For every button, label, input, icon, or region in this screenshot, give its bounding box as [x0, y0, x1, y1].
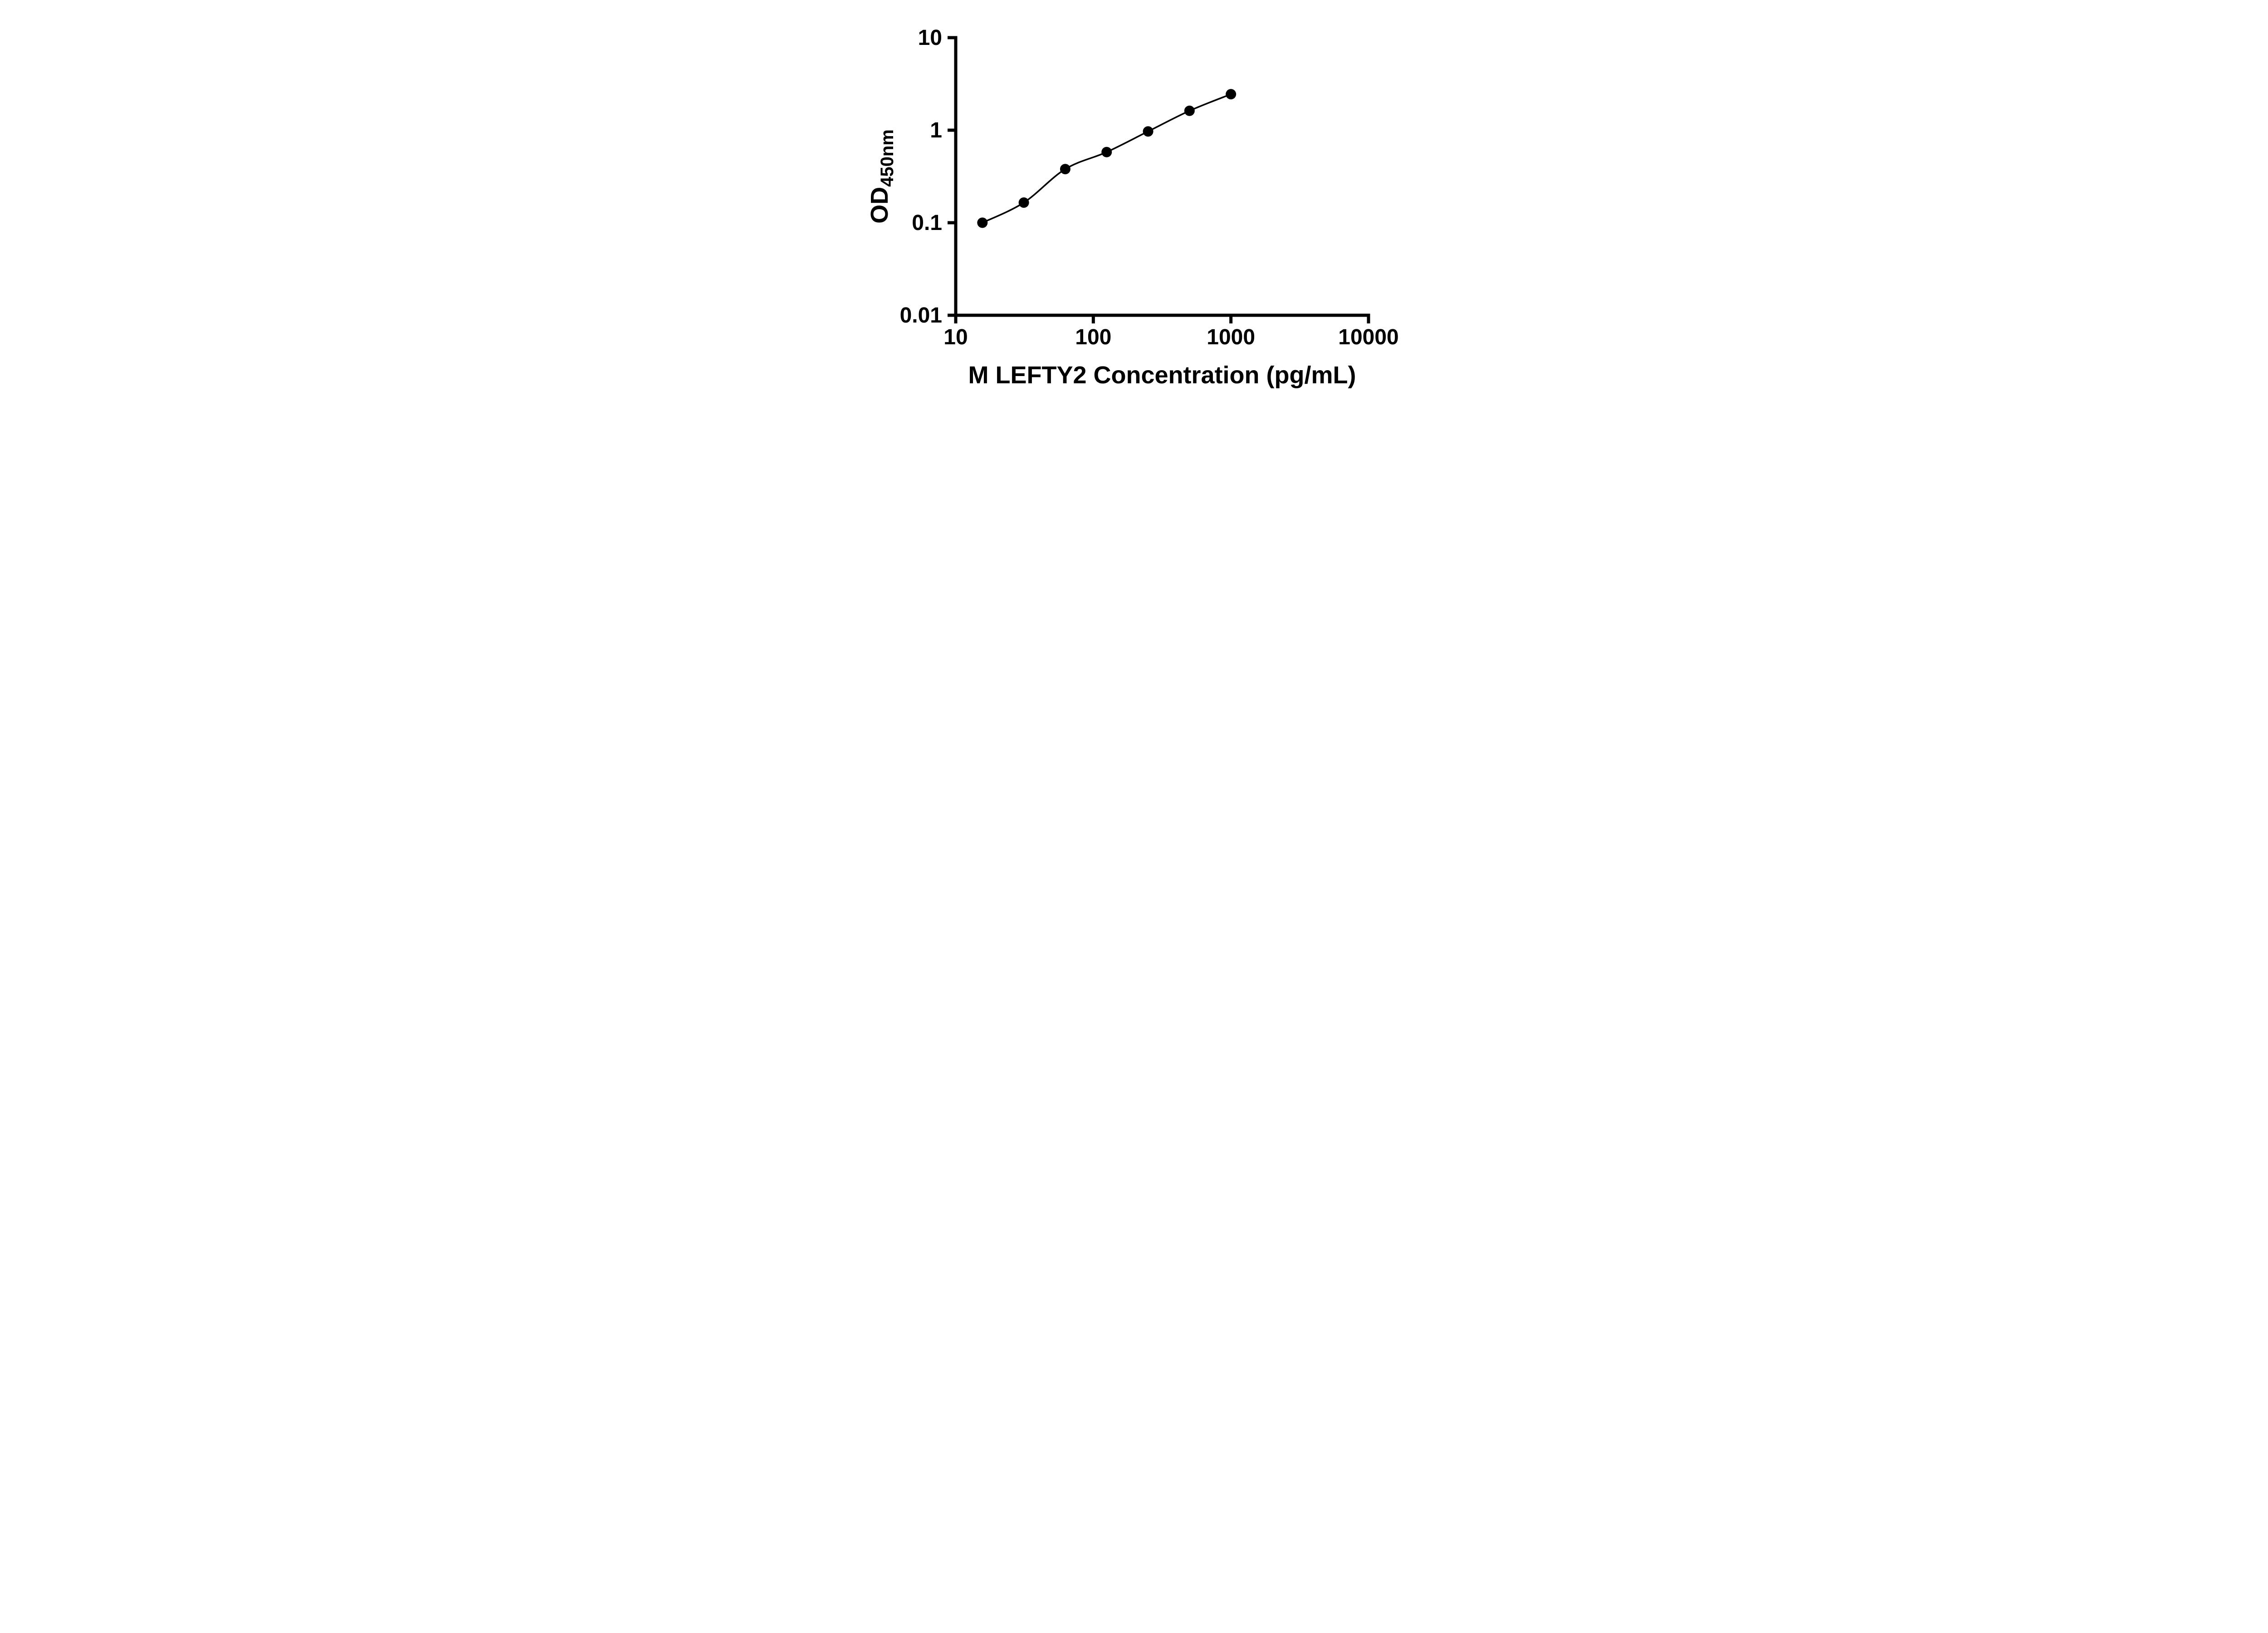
data-point	[1143, 126, 1154, 137]
x-axis-title: M LEFTY2 Concentration (pg/mL)	[968, 362, 1356, 389]
y-axis-tick-label: 1	[930, 118, 942, 142]
standard-curve-figure: 10 100 1000 10000 0.01 0.1 1 10 M LEFTY2 Concen…	[842, 0, 1426, 408]
y-axis-tick-label: 0.01	[900, 303, 942, 328]
y-axis-title: OD450nm	[866, 129, 897, 224]
x-axis-tick-label: 10000	[1338, 325, 1398, 349]
data-point	[1060, 164, 1070, 175]
y-axis-tick-label: 10	[918, 26, 942, 50]
data-point	[1101, 147, 1112, 157]
y-axis-title-main: OD	[866, 187, 893, 224]
data-point	[1184, 105, 1195, 116]
data-point	[1018, 197, 1029, 208]
axes-spine	[954, 36, 1370, 317]
x-axis-tick-label: 10	[943, 325, 968, 349]
data-point	[1226, 89, 1237, 100]
plot-area: 10 100 1000 10000 0.01 0.1 1 10	[900, 26, 1399, 349]
y-axis-tick-label: 0.1	[912, 211, 942, 235]
x-axis-tick-label: 100	[1075, 325, 1111, 349]
y-axis-title-sub: 450nm	[877, 129, 897, 187]
data-point	[977, 217, 988, 228]
chart-page: 10 100 1000 10000 0.01 0.1 1 10 M LEFTY2 Concen…	[842, 0, 1426, 408]
x-axis-tick-label: 1000	[1207, 325, 1255, 349]
standard-curve-plot: 10 100 1000 10000 0.01 0.1 1 10 M LEFTY2 Concen…	[842, 0, 1426, 408]
